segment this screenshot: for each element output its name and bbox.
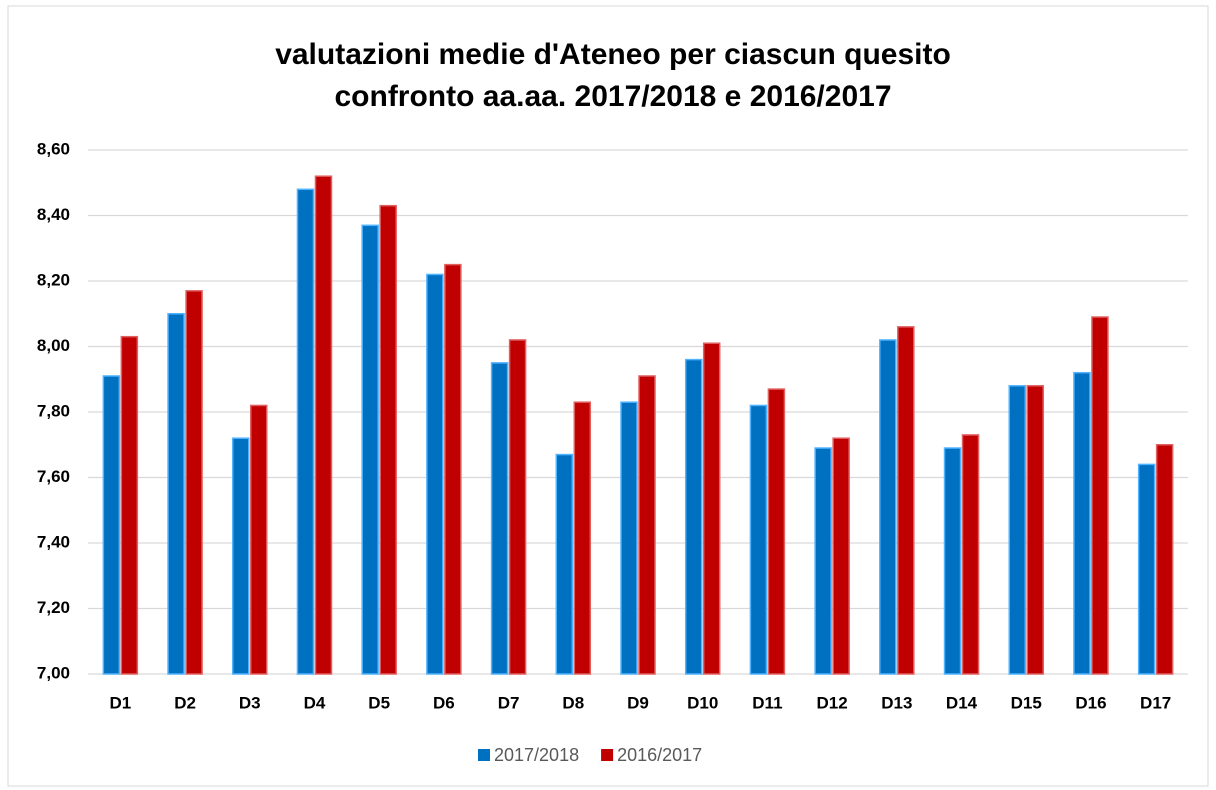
x-tick-label: D5 xyxy=(368,693,390,712)
bar xyxy=(490,362,509,675)
bar xyxy=(296,188,315,675)
x-tick-label: D11 xyxy=(752,693,782,712)
y-tick-label: 7,80 xyxy=(37,401,70,420)
bar xyxy=(361,224,379,675)
bar xyxy=(444,263,462,675)
bar xyxy=(897,326,915,675)
y-tick-label: 8,00 xyxy=(37,336,70,355)
bar xyxy=(638,375,656,675)
x-tick-label: D14 xyxy=(946,693,978,712)
x-tick-label: D12 xyxy=(817,693,848,712)
x-tick-label: D7 xyxy=(498,693,520,712)
y-tick-label: 7,60 xyxy=(37,467,70,486)
bar xyxy=(620,401,638,675)
bar xyxy=(961,434,980,675)
bar xyxy=(767,388,786,675)
x-tick-label: D10 xyxy=(687,693,718,712)
bar xyxy=(879,339,897,675)
bar xyxy=(232,437,250,675)
y-tick-label: 8,60 xyxy=(37,139,70,158)
x-tick-label: D9 xyxy=(627,693,649,712)
y-tick-label: 7,00 xyxy=(37,663,70,682)
bar xyxy=(1137,463,1156,675)
y-tick-label: 8,20 xyxy=(37,270,70,289)
bar xyxy=(702,342,721,675)
chart-title: valutazioni medie d'Ateneo per ciascun q… xyxy=(275,38,951,71)
bar xyxy=(943,447,962,675)
bar xyxy=(1008,385,1026,675)
x-tick-label: D15 xyxy=(1011,693,1042,712)
bar xyxy=(749,404,768,675)
bar xyxy=(185,290,203,675)
x-tick-label: D16 xyxy=(1075,693,1106,712)
bar xyxy=(814,447,832,675)
x-tick-label: D17 xyxy=(1140,693,1171,712)
x-tick-label: D2 xyxy=(174,693,196,712)
x-tick-label: D13 xyxy=(881,693,912,712)
chart-subtitle: confronto aa.aa. 2017/2018 e 2016/2017 xyxy=(334,80,891,113)
x-tick-label: D4 xyxy=(304,693,326,712)
chart-frame xyxy=(7,5,1209,787)
bar xyxy=(379,204,397,675)
legend-label: 2016/2017 xyxy=(617,745,702,765)
bar xyxy=(573,401,592,675)
y-tick-label: 7,40 xyxy=(37,532,70,551)
y-tick-label: 8,40 xyxy=(37,205,70,224)
bar xyxy=(314,175,333,675)
y-tick-label: 7,20 xyxy=(37,598,70,617)
bar xyxy=(832,437,850,675)
bar xyxy=(1091,316,1109,675)
bar xyxy=(1073,371,1091,675)
bar xyxy=(508,339,527,675)
x-tick-label: D1 xyxy=(109,693,131,712)
legend-label: 2017/2018 xyxy=(494,745,579,765)
bar xyxy=(167,313,185,675)
x-tick-label: D3 xyxy=(239,693,261,712)
legend-swatch xyxy=(478,749,490,761)
x-tick-label: D8 xyxy=(562,693,584,712)
bar xyxy=(1155,444,1174,675)
bar xyxy=(250,404,268,675)
bar xyxy=(684,358,703,675)
bar xyxy=(426,273,444,675)
bar xyxy=(1026,385,1044,675)
bar xyxy=(102,375,121,675)
legend-swatch xyxy=(601,749,614,761)
bar xyxy=(120,335,139,675)
x-tick-label: D6 xyxy=(433,693,455,712)
bar xyxy=(555,453,574,675)
